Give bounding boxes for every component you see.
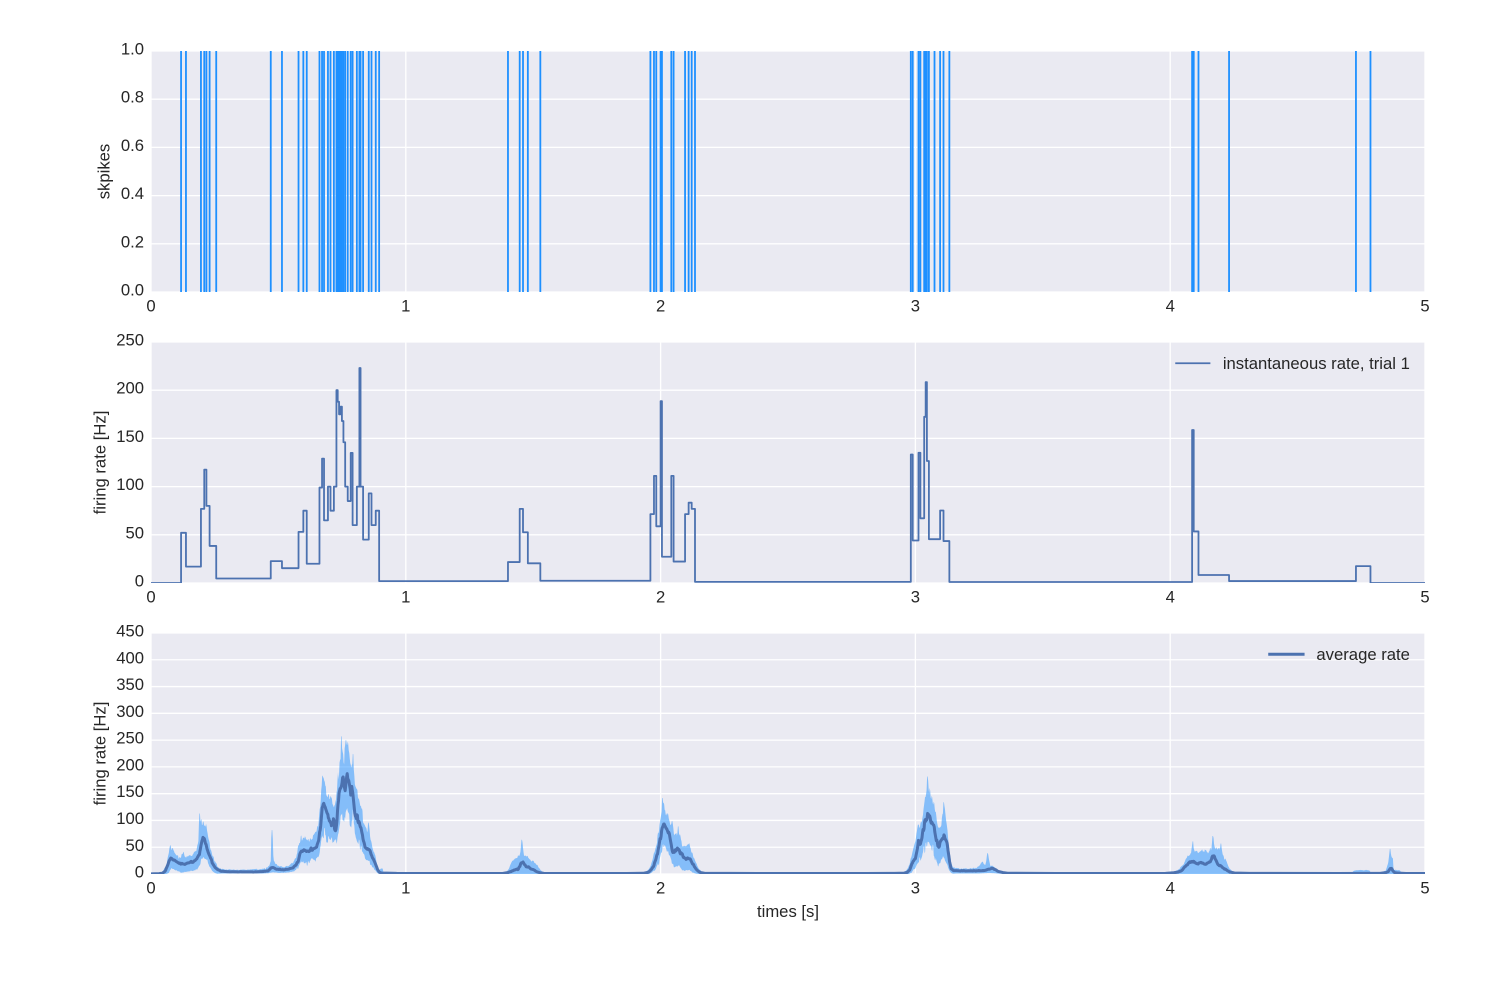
svg-text:5: 5 [1420,296,1429,315]
svg-text:4: 4 [1166,587,1175,606]
svg-text:2: 2 [656,878,665,897]
svg-text:250: 250 [116,729,144,748]
svg-text:2: 2 [656,587,665,606]
svg-text:instantaneous rate, trial 1: instantaneous rate, trial 1 [1223,354,1410,373]
svg-text:150: 150 [116,782,144,801]
svg-text:300: 300 [116,702,144,721]
svg-text:1: 1 [401,587,410,606]
svg-text:firing rate [Hz]: firing rate [Hz] [91,702,110,806]
svg-text:50: 50 [125,523,144,542]
svg-text:3: 3 [911,296,920,315]
svg-text:200: 200 [116,379,144,398]
svg-text:350: 350 [116,675,144,694]
svg-text:0: 0 [135,863,144,882]
svg-text:200: 200 [116,755,144,774]
svg-text:0: 0 [146,878,155,897]
svg-text:400: 400 [116,648,144,667]
svg-text:450: 450 [116,622,144,641]
svg-text:100: 100 [116,809,144,828]
svg-text:0.4: 0.4 [121,184,144,203]
svg-text:0.8: 0.8 [121,88,144,107]
svg-text:2: 2 [656,296,665,315]
svg-text:1.0: 1.0 [121,40,144,59]
svg-text:0: 0 [146,587,155,606]
svg-text:0: 0 [135,572,144,591]
svg-text:firing rate [Hz]: firing rate [Hz] [91,411,110,515]
svg-text:250: 250 [116,331,144,350]
svg-text:0: 0 [146,296,155,315]
svg-text:100: 100 [116,475,144,494]
svg-text:1: 1 [401,878,410,897]
svg-text:skpikes: skpikes [94,144,113,200]
svg-text:4: 4 [1166,878,1175,897]
svg-text:1: 1 [401,296,410,315]
svg-text:3: 3 [911,587,920,606]
svg-text:times [s]: times [s] [757,902,819,921]
svg-text:5: 5 [1420,878,1429,897]
svg-text:3: 3 [911,878,920,897]
svg-text:average rate: average rate [1316,645,1410,664]
svg-text:0.6: 0.6 [121,136,144,155]
svg-text:0.0: 0.0 [121,281,144,300]
svg-text:5: 5 [1420,587,1429,606]
svg-text:0.2: 0.2 [121,232,144,251]
svg-text:150: 150 [116,427,144,446]
svg-text:4: 4 [1166,296,1175,315]
svg-text:50: 50 [125,836,144,855]
